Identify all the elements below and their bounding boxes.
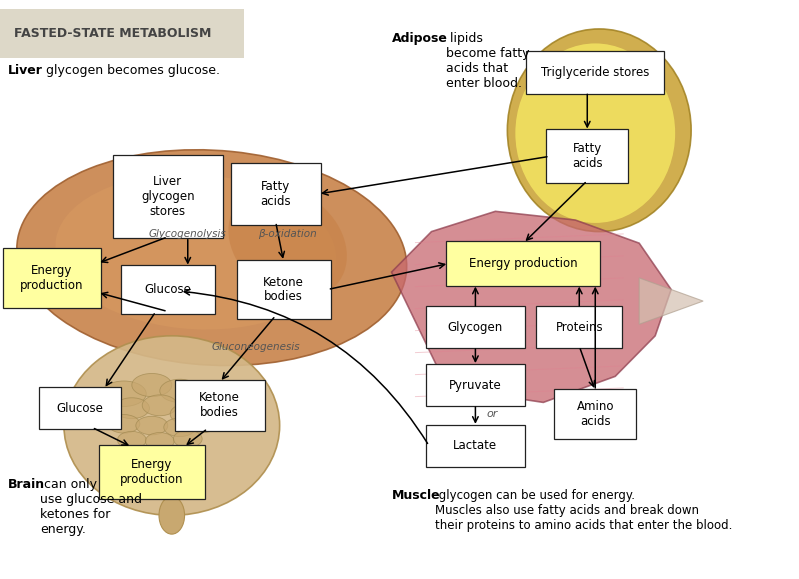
Ellipse shape	[170, 404, 205, 424]
FancyBboxPatch shape	[555, 389, 636, 439]
Ellipse shape	[186, 389, 221, 410]
Text: Muscle: Muscle	[392, 489, 440, 502]
Text: lipids
become fatty
acids that
enter blood.: lipids become fatty acids that enter blo…	[446, 32, 530, 90]
Text: Pyruvate: Pyruvate	[449, 379, 502, 391]
Text: Glucose: Glucose	[145, 283, 191, 296]
FancyBboxPatch shape	[2, 248, 101, 308]
Ellipse shape	[229, 187, 347, 299]
Text: FASTED-STATE METABOLISM: FASTED-STATE METABOLISM	[14, 27, 212, 40]
Ellipse shape	[145, 433, 174, 450]
FancyBboxPatch shape	[38, 387, 121, 430]
Ellipse shape	[507, 29, 691, 232]
FancyBboxPatch shape	[427, 306, 524, 349]
Polygon shape	[639, 278, 703, 324]
Circle shape	[641, 65, 662, 80]
Text: Fatty
acids: Fatty acids	[572, 142, 602, 170]
Ellipse shape	[142, 395, 177, 416]
Text: Lactate: Lactate	[453, 439, 498, 452]
Ellipse shape	[17, 150, 407, 365]
Ellipse shape	[189, 415, 218, 433]
Text: Energy
production: Energy production	[20, 264, 84, 292]
Ellipse shape	[117, 431, 146, 449]
Text: Glucose: Glucose	[57, 402, 103, 415]
Ellipse shape	[159, 497, 185, 534]
FancyBboxPatch shape	[113, 156, 223, 239]
Text: Fatty
acids: Fatty acids	[260, 180, 291, 208]
FancyBboxPatch shape	[547, 130, 628, 183]
Text: Glycogen: Glycogen	[447, 321, 503, 334]
Text: Triglyceride stores: Triglyceride stores	[541, 66, 650, 79]
Ellipse shape	[132, 373, 172, 397]
Ellipse shape	[108, 415, 140, 433]
Text: Amino
acids: Amino acids	[577, 400, 614, 428]
Text: Ketone
bodies: Ketone bodies	[263, 276, 304, 303]
FancyBboxPatch shape	[427, 364, 524, 406]
Polygon shape	[392, 211, 671, 402]
Text: can only
use glucose and
ketones for
energy.: can only use glucose and ketones for ene…	[40, 478, 142, 536]
Text: Glycogenolysis: Glycogenolysis	[149, 229, 227, 240]
Text: Brain: Brain	[8, 478, 45, 490]
FancyBboxPatch shape	[526, 52, 665, 93]
Text: Energy production: Energy production	[469, 257, 578, 270]
FancyBboxPatch shape	[446, 241, 601, 286]
Text: glycogen can be used for energy.
Muscles also use fatty acids and break down
the: glycogen can be used for energy. Muscles…	[435, 489, 732, 532]
Text: Gluconeogenesis: Gluconeogenesis	[212, 342, 300, 353]
FancyBboxPatch shape	[0, 9, 244, 58]
Text: β-oxidation: β-oxidation	[258, 229, 317, 240]
Text: Energy
production: Energy production	[120, 458, 184, 486]
FancyBboxPatch shape	[121, 265, 215, 314]
Text: Liver
glycogen
stores: Liver glycogen stores	[141, 175, 195, 218]
Text: or: or	[487, 409, 498, 419]
Ellipse shape	[515, 43, 675, 223]
FancyBboxPatch shape	[427, 425, 524, 467]
FancyBboxPatch shape	[99, 445, 205, 499]
FancyBboxPatch shape	[175, 380, 265, 431]
Ellipse shape	[164, 418, 196, 437]
Text: glycogen becomes glucose.: glycogen becomes glucose.	[42, 64, 220, 76]
Text: Proteins: Proteins	[555, 321, 603, 334]
Ellipse shape	[114, 398, 149, 419]
FancyBboxPatch shape	[230, 163, 321, 225]
Ellipse shape	[173, 430, 202, 448]
Text: Adipose: Adipose	[392, 32, 447, 45]
Ellipse shape	[55, 174, 336, 329]
Ellipse shape	[160, 379, 200, 402]
Text: Liver: Liver	[8, 64, 43, 76]
FancyBboxPatch shape	[237, 260, 331, 320]
FancyBboxPatch shape	[536, 306, 622, 349]
Ellipse shape	[101, 381, 146, 406]
Ellipse shape	[136, 416, 168, 435]
Ellipse shape	[64, 336, 280, 515]
Text: Ketone
bodies: Ketone bodies	[199, 391, 240, 419]
